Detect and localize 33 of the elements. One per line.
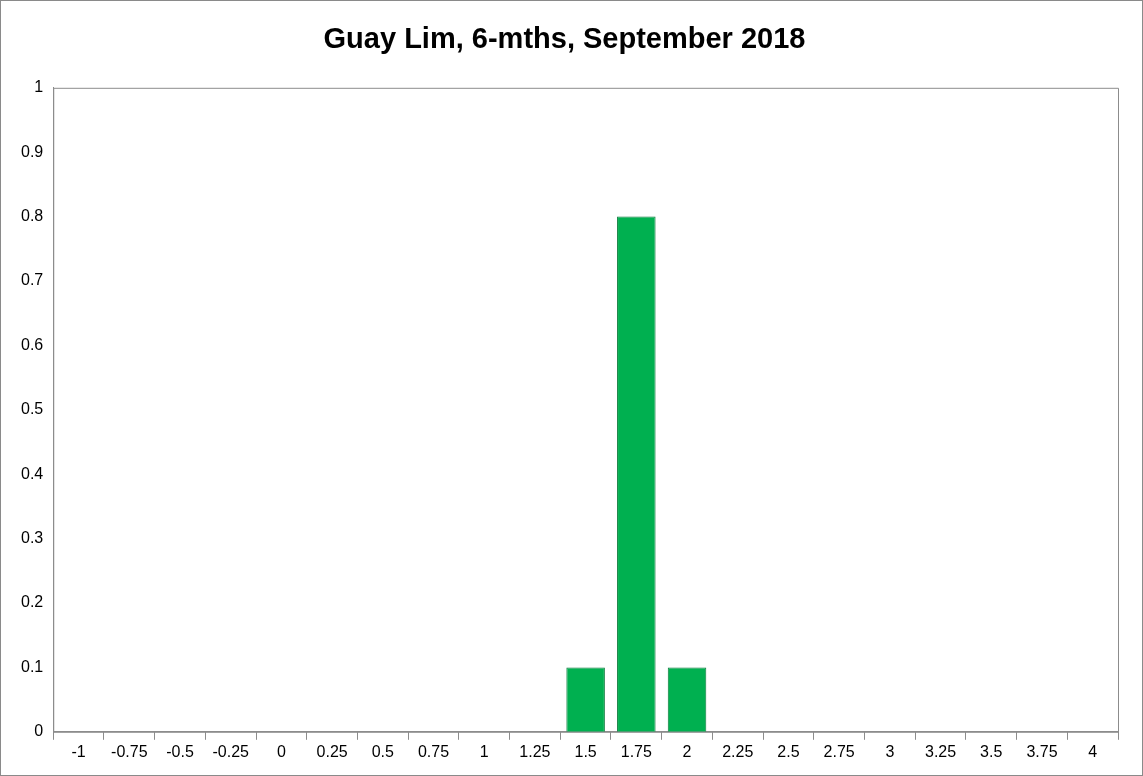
x-tick-label: 2.25 <box>722 742 754 760</box>
x-tick-label: 0.75 <box>417 742 450 760</box>
x-tick-label: 1.25 <box>519 742 551 760</box>
x-tick-label: -0.75 <box>111 742 148 760</box>
x-tick-label: 2.5 <box>777 742 800 760</box>
y-tick-label: 0.9 <box>20 142 44 160</box>
x-tick-label: 0.25 <box>316 742 348 760</box>
x-tick-label: 1.75 <box>620 742 652 760</box>
x-tick-label: 1 <box>479 742 489 760</box>
x-tick-label: 3 <box>885 742 895 760</box>
x-tick-label: 1.5 <box>574 742 597 760</box>
x-tick-label: 4 <box>1088 742 1098 760</box>
x-tick-label: 3.25 <box>924 742 957 760</box>
x-tick-label: 2 <box>682 742 692 760</box>
x-tick-label: 0.5 <box>371 742 395 760</box>
y-tick-label: 1 <box>34 78 44 96</box>
y-tick-label: 0.8 <box>20 207 44 225</box>
y-tick-label: 0 <box>34 722 44 740</box>
y-tick-label: 0.1 <box>20 657 44 675</box>
x-tick-label: 2.75 <box>823 742 855 760</box>
x-tick-label: -0.5 <box>166 742 194 760</box>
y-tick-label: 0.6 <box>20 335 44 353</box>
x-tick-label: -0.25 <box>212 742 250 760</box>
chart-title: Guay Lim, 6-mths, September 2018 <box>323 22 806 55</box>
y-tick-label: 0.2 <box>20 593 44 611</box>
x-tick-label: -1 <box>71 742 86 760</box>
y-tick-label: 0.4 <box>20 464 44 482</box>
x-tick-label: 3.75 <box>1026 742 1058 760</box>
x-tick-label: 0 <box>276 742 286 760</box>
y-tick-label: 0.3 <box>20 529 44 547</box>
y-tick-label: 0.5 <box>20 400 44 418</box>
x-tick-label: 3.5 <box>980 742 1003 760</box>
y-tick-label: 0.7 <box>20 271 44 289</box>
